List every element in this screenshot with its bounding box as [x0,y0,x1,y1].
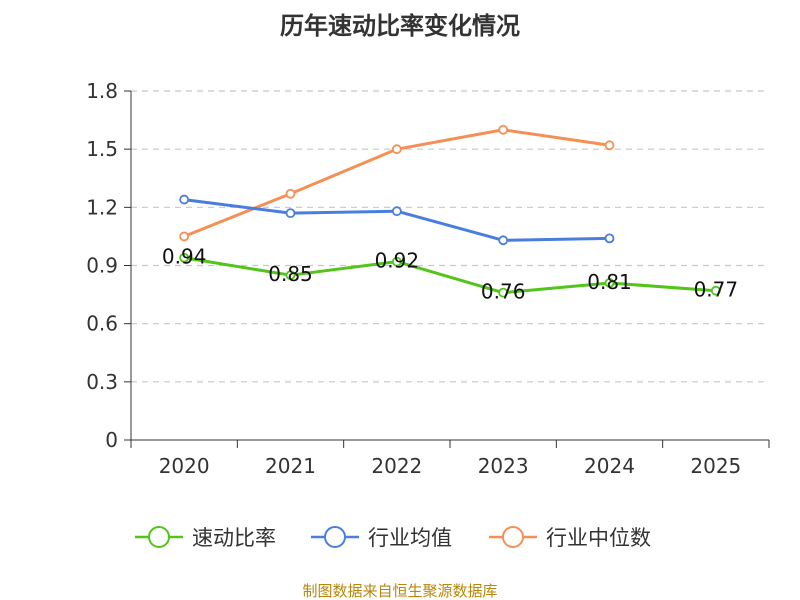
series-0 [179,252,721,298]
data-label: 0.76 [481,280,526,304]
x-tick-label: 2025 [690,454,741,478]
legend-label: 行业均值 [368,526,452,550]
series-group [179,124,721,298]
y-tick-label: 0.9 [86,254,118,278]
axes [124,90,770,448]
data-label: 0.81 [587,270,632,294]
x-tick-label: 2023 [478,454,529,478]
x-tick-label: 2020 [159,454,210,478]
source-note: 制图数据来自恒生聚源数据库 [302,582,497,600]
y-tick-label: 1.5 [86,137,118,161]
series-2 [179,124,615,242]
y-axis-ticks: 0 0.3 0.6 0.9 1.2 1.5 1.8 [86,79,118,452]
legend-item-1[interactable]: 行业均值 [311,526,452,550]
data-point[interactable] [179,194,190,205]
data-point[interactable] [604,278,615,288]
data-point[interactable] [285,270,296,281]
legend-item-0[interactable]: 速动比率 [135,526,276,550]
x-tick-label: 2022 [371,454,422,478]
data-label: 0.94 [162,245,207,269]
data-point[interactable] [604,140,615,151]
data-point[interactable] [285,208,296,219]
x-tick-label: 2024 [584,454,635,478]
y-tick-label: 1.2 [86,195,118,219]
legend-item-2[interactable]: 行业中位数 [489,526,651,550]
legend-label: 速动比率 [192,526,276,550]
x-tick-label: 2021 [265,454,316,478]
y-tick-label: 0.3 [86,370,118,394]
data-labels: 0.94 0.85 0.92 0.76 0.81 0.77 [162,245,738,304]
grid-lines [131,90,769,383]
data-point[interactable] [498,235,509,246]
chart-title: 历年速动比率变化情况 [280,12,520,40]
legend[interactable]: 速动比率 行业均值 行业中位数 [135,526,651,550]
data-point[interactable] [179,231,190,242]
data-label: 0.77 [694,278,739,302]
data-point[interactable] [710,285,721,296]
data-point[interactable] [498,124,509,135]
data-point[interactable] [391,206,402,217]
data-point[interactable] [179,252,190,263]
data-label: 0.92 [375,249,420,273]
x-axis-ticks: 2020 2021 2022 2023 2024 2025 [159,454,742,478]
data-point[interactable] [604,233,615,244]
series-line [183,256,716,295]
data-point[interactable] [285,188,296,199]
series-1 [179,194,615,246]
legend-marker-icon [324,526,346,548]
series-line [183,198,610,242]
y-tick-label: 0.6 [86,312,118,336]
data-point[interactable] [391,144,402,155]
legend-marker-icon [502,526,524,548]
y-tick-label: 1.8 [86,79,118,103]
data-label: 0.85 [268,262,313,286]
legend-label: 行业中位数 [546,526,651,550]
y-tick-label: 0 [105,428,118,452]
data-point[interactable] [498,287,509,298]
data-point[interactable] [391,256,402,267]
legend-marker-icon [148,526,170,548]
